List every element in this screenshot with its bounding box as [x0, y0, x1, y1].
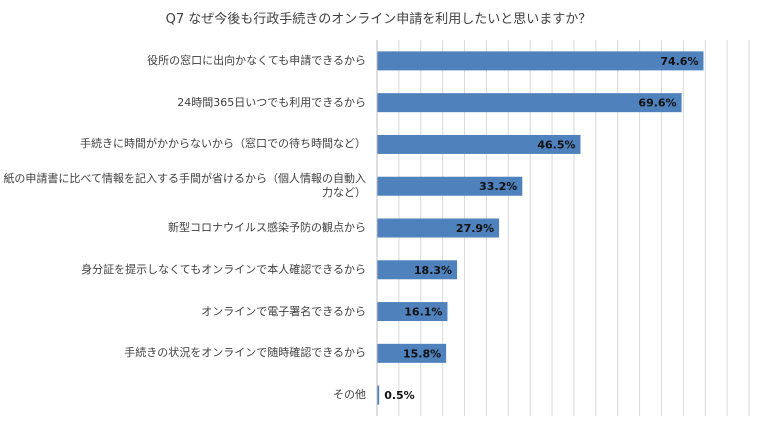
data-label: 69.6% — [638, 97, 676, 110]
category-label: 手続きの状況をオンラインで随時確認できるから — [124, 346, 366, 360]
bar — [377, 343, 447, 363]
data-label: 15.8% — [403, 347, 441, 360]
data-label: 0.5% — [384, 389, 415, 402]
bar — [377, 385, 380, 405]
data-label: 27.9% — [456, 222, 494, 235]
bar — [377, 260, 458, 280]
bar — [377, 134, 581, 154]
bar — [377, 218, 500, 238]
data-label: 18.3% — [414, 264, 452, 277]
category-label: 身分証を提示しなくてもオンラインで本人確認できるから — [81, 262, 366, 276]
bar — [377, 302, 448, 322]
category-label: 紙の申請書に比べて情報を記入する手間が省けるから（個人情報の自動入力など） — [3, 172, 366, 200]
bar — [377, 51, 704, 71]
data-label: 33.2% — [479, 180, 517, 193]
bar — [377, 176, 523, 196]
chart-title: Q7 なぜ今後も行政手続きのオンライン申請を利用したいと思いますか？ — [165, 12, 592, 27]
category-label: 手続きに時間がかからないから（窓口での待ち時間など） — [80, 137, 366, 151]
category-label: 新型コロナウイルス感染予防の観点から — [168, 221, 366, 234]
data-label: 74.6% — [660, 55, 698, 68]
category-label: 24時間365日いつでも利用できるから — [177, 95, 366, 109]
data-label: 46.5% — [537, 138, 575, 151]
category-label: その他 — [333, 388, 366, 402]
category-label: 役所の窓口に出向かなくても申請できるから — [147, 53, 366, 67]
category-label: オンラインで電子署名できるから — [201, 304, 366, 318]
data-label: 16.1% — [404, 306, 442, 319]
bar — [377, 93, 682, 113]
